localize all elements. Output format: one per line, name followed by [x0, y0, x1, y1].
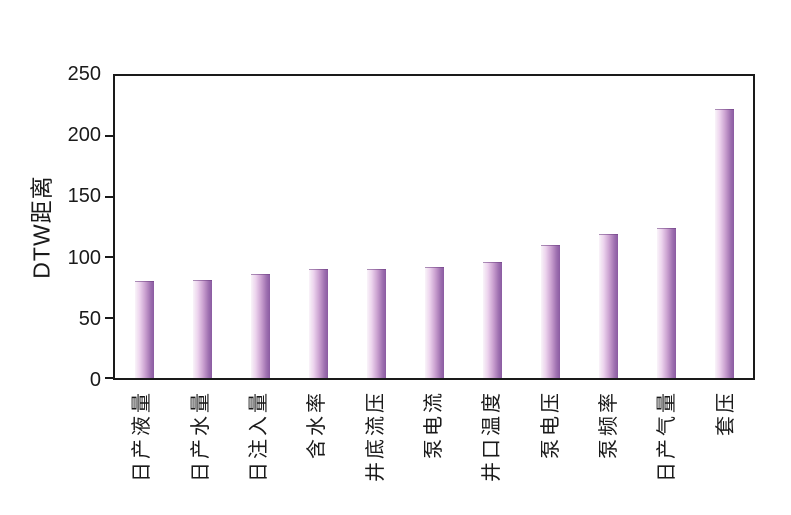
bar-slot: [347, 76, 405, 378]
bars-container: [115, 76, 753, 378]
bar: [366, 269, 386, 378]
x-tick: 泵电流: [405, 386, 463, 498]
bar-slot: [231, 76, 289, 378]
x-tick: 日产液量: [113, 386, 171, 498]
y-tick-mark: [105, 377, 113, 379]
y-tick-label: 150: [67, 185, 101, 208]
y-tick-label: 0: [89, 369, 101, 391]
y-tick-mark: [105, 135, 113, 138]
bar-slot: [521, 76, 579, 378]
y-axis-tick-labels: 0 50 100 150 200 250: [0, 64, 101, 390]
y-tick-label: 200: [67, 124, 101, 147]
x-tick: 井口温度: [463, 386, 521, 498]
x-tick: 泵频率: [580, 386, 638, 498]
y-tick-mark: [105, 256, 113, 259]
bar: [714, 108, 734, 378]
x-tick-label: 泵频率: [598, 390, 621, 459]
bar-slot: [289, 76, 347, 378]
bar-slot: [637, 76, 695, 378]
bar: [250, 274, 270, 378]
bar: [134, 281, 154, 378]
bar: [656, 228, 676, 378]
bar: [308, 269, 328, 378]
x-tick-label: 日产气量: [656, 390, 679, 482]
y-tick-mark: [105, 195, 113, 198]
x-tick-label: 泵电压: [539, 390, 562, 459]
x-tick-label: 日产水量: [189, 390, 212, 482]
bar: [192, 280, 212, 378]
bar-slot: [405, 76, 463, 378]
x-axis-labels: 日产液量 日产水量 日注入量 含水率 井底流压 泵电流 井口温度 泵电压 泵频率 日产气量 套压: [113, 386, 755, 498]
x-tick-label: 日注入量: [247, 390, 270, 482]
bar-slot: [579, 76, 637, 378]
x-tick: 日注入量: [230, 386, 288, 498]
x-tick: 日产气量: [638, 386, 696, 498]
bar: [482, 262, 502, 378]
x-tick-label: 泵电流: [422, 390, 445, 459]
bar: [540, 245, 560, 378]
x-tick-label: 井口温度: [481, 390, 504, 482]
bar-slot: [463, 76, 521, 378]
x-tick-label: 含水率: [306, 390, 329, 459]
bar: [598, 234, 618, 378]
x-tick: 井底流压: [346, 386, 404, 498]
y-tick-mark: [105, 316, 113, 319]
x-tick: 日产水量: [171, 386, 229, 498]
y-tick-label: 100: [67, 246, 101, 269]
x-tick: 含水率: [288, 386, 346, 498]
y-tick-label: 250: [67, 63, 101, 85]
x-tick-label: 井底流压: [364, 390, 387, 482]
bar-slot: [695, 76, 753, 378]
bar-slot: [115, 76, 173, 378]
y-tick-label: 50: [78, 307, 101, 330]
x-tick-label: 套压: [714, 390, 737, 436]
x-tick: 套压: [697, 386, 755, 498]
x-tick: 泵电压: [522, 386, 580, 498]
bar: [424, 266, 444, 378]
x-tick-label: 日产液量: [131, 390, 154, 482]
bar-slot: [173, 76, 231, 378]
plot-area: [105, 74, 755, 380]
